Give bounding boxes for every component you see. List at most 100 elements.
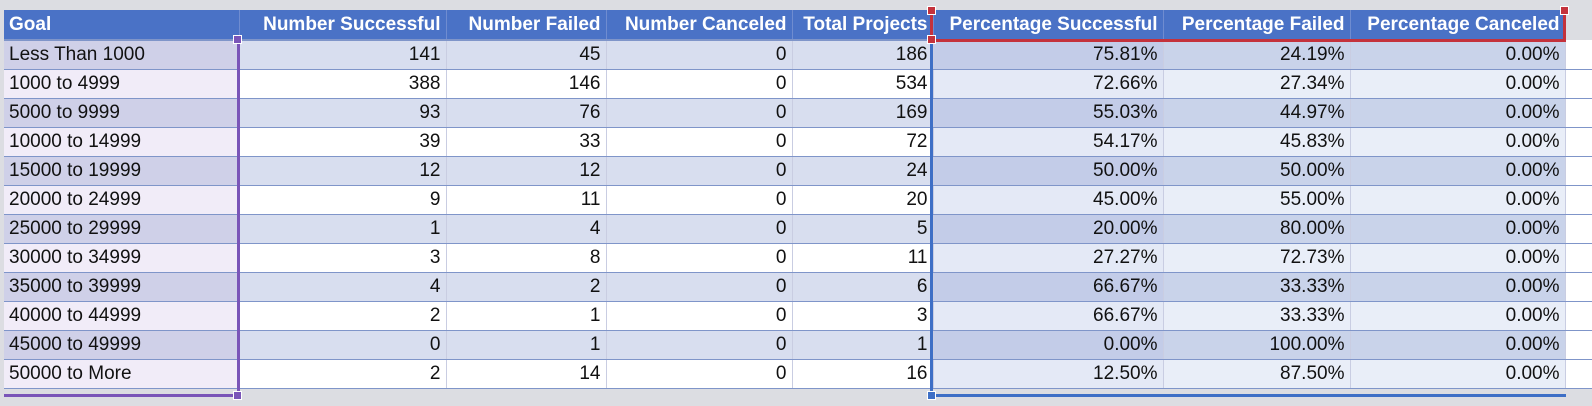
percentage-failed-cell[interactable]: 24.19% — [1163, 40, 1351, 70]
number-successful-cell[interactable]: 141 — [239, 40, 447, 70]
number-failed-cell[interactable]: 2 — [446, 272, 607, 302]
percentage-successful-cell[interactable]: 12.50% — [933, 359, 1164, 389]
goal-cell[interactable]: 45000 to 49999 — [4, 330, 240, 360]
number-canceled-cell[interactable]: 0 — [606, 127, 793, 157]
number-successful-cell[interactable]: 3 — [239, 243, 447, 273]
total-projects-cell[interactable]: 6 — [792, 272, 934, 302]
empty-cell[interactable] — [1565, 243, 1592, 273]
percentage-canceled-cell[interactable]: 0.00% — [1350, 40, 1566, 70]
number-canceled-cell[interactable]: 0 — [606, 185, 793, 215]
number-successful-cell[interactable]: 1 — [239, 214, 447, 244]
number-failed-cell[interactable]: 146 — [446, 69, 607, 99]
number-canceled-cell[interactable]: 0 — [606, 359, 793, 389]
header-empty-cell[interactable] — [1565, 10, 1592, 40]
header-number-successful[interactable]: Number Successful — [239, 10, 447, 41]
header-number-canceled[interactable]: Number Canceled — [606, 10, 793, 41]
goal-cell[interactable]: 15000 to 19999 — [4, 156, 240, 186]
header-percentage-canceled[interactable]: Percentage Canceled — [1350, 10, 1566, 41]
number-successful-cell[interactable]: 93 — [239, 98, 447, 128]
goal-cell[interactable]: 30000 to 34999 — [4, 243, 240, 273]
goal-cell[interactable]: 35000 to 39999 — [4, 272, 240, 302]
total-projects-cell[interactable]: 24 — [792, 156, 934, 186]
total-projects-cell[interactable]: 534 — [792, 69, 934, 99]
empty-cell[interactable] — [1565, 272, 1592, 302]
number-successful-cell[interactable]: 12 — [239, 156, 447, 186]
empty-cell[interactable] — [1565, 156, 1592, 186]
percentage-successful-cell[interactable]: 45.00% — [933, 185, 1164, 215]
goal-cell[interactable]: 25000 to 29999 — [4, 214, 240, 244]
number-failed-cell[interactable]: 8 — [446, 243, 607, 273]
number-failed-cell[interactable]: 4 — [446, 214, 607, 244]
number-failed-cell[interactable]: 1 — [446, 330, 607, 360]
goal-selection-handle-bottom[interactable] — [233, 391, 242, 400]
percentage-canceled-cell[interactable]: 0.00% — [1350, 301, 1566, 331]
percentage-failed-cell[interactable]: 100.00% — [1163, 330, 1351, 360]
number-successful-cell[interactable]: 39 — [239, 127, 447, 157]
number-canceled-cell[interactable]: 0 — [606, 301, 793, 331]
number-canceled-cell[interactable]: 0 — [606, 40, 793, 70]
number-failed-cell[interactable]: 33 — [446, 127, 607, 157]
goal-cell[interactable]: 20000 to 24999 — [4, 185, 240, 215]
percentage-failed-cell[interactable]: 50.00% — [1163, 156, 1351, 186]
percentage-failed-cell[interactable]: 44.97% — [1163, 98, 1351, 128]
total-projects-cell[interactable]: 186 — [792, 40, 934, 70]
number-canceled-cell[interactable]: 0 — [606, 156, 793, 186]
percentage-successful-cell[interactable]: 27.27% — [933, 243, 1164, 273]
percentage-failed-cell[interactable]: 87.50% — [1163, 359, 1351, 389]
number-canceled-cell[interactable]: 0 — [606, 69, 793, 99]
goal-selection-handle-top[interactable] — [233, 35, 242, 44]
number-successful-cell[interactable]: 2 — [239, 359, 447, 389]
percentage-canceled-cell[interactable]: 0.00% — [1350, 98, 1566, 128]
percentage-canceled-cell[interactable]: 0.00% — [1350, 69, 1566, 99]
header-total-projects[interactable]: Total Projects — [792, 10, 934, 41]
empty-cell[interactable] — [1565, 98, 1592, 128]
percentage-successful-cell[interactable]: 72.66% — [933, 69, 1164, 99]
number-failed-cell[interactable]: 12 — [446, 156, 607, 186]
empty-cell[interactable] — [1565, 185, 1592, 215]
number-failed-cell[interactable]: 45 — [446, 40, 607, 70]
percentage-canceled-cell[interactable]: 0.00% — [1350, 243, 1566, 273]
number-canceled-cell[interactable]: 0 — [606, 272, 793, 302]
goal-cell[interactable]: 5000 to 9999 — [4, 98, 240, 128]
header-selection-handle-top-right[interactable] — [1560, 6, 1569, 15]
percentage-failed-cell[interactable]: 55.00% — [1163, 185, 1351, 215]
total-projects-cell[interactable]: 16 — [792, 359, 934, 389]
number-successful-cell[interactable]: 9 — [239, 185, 447, 215]
empty-cell[interactable] — [1565, 330, 1592, 360]
percentage-canceled-cell[interactable]: 0.00% — [1350, 359, 1566, 389]
percentage-canceled-cell[interactable]: 0.00% — [1350, 330, 1566, 360]
percentage-failed-cell[interactable]: 33.33% — [1163, 272, 1351, 302]
percentage-canceled-cell[interactable]: 0.00% — [1350, 214, 1566, 244]
percentage-successful-cell[interactable]: 66.67% — [933, 301, 1164, 331]
header-selection-handle-top-left[interactable] — [927, 6, 936, 15]
total-projects-cell[interactable]: 72 — [792, 127, 934, 157]
goal-cell[interactable]: 40000 to 44999 — [4, 301, 240, 331]
percentage-failed-cell[interactable]: 27.34% — [1163, 69, 1351, 99]
empty-cell[interactable] — [1565, 301, 1592, 331]
total-projects-cell[interactable]: 5 — [792, 214, 934, 244]
percentage-canceled-cell[interactable]: 0.00% — [1350, 272, 1566, 302]
number-canceled-cell[interactable]: 0 — [606, 214, 793, 244]
number-canceled-cell[interactable]: 0 — [606, 243, 793, 273]
number-successful-cell[interactable]: 0 — [239, 330, 447, 360]
goal-cell[interactable]: Less Than 1000 — [4, 40, 240, 70]
number-successful-cell[interactable]: 2 — [239, 301, 447, 331]
number-failed-cell[interactable]: 76 — [446, 98, 607, 128]
data-selection-handle-bottom[interactable] — [927, 391, 936, 400]
header-number-failed[interactable]: Number Failed — [446, 10, 607, 41]
percentage-successful-cell[interactable]: 55.03% — [933, 98, 1164, 128]
empty-cell[interactable] — [1565, 214, 1592, 244]
header-percentage-successful[interactable]: Percentage Successful — [933, 10, 1164, 41]
percentage-successful-cell[interactable]: 54.17% — [933, 127, 1164, 157]
percentage-canceled-cell[interactable]: 0.00% — [1350, 156, 1566, 186]
percentage-failed-cell[interactable]: 72.73% — [1163, 243, 1351, 273]
header-percentage-failed[interactable]: Percentage Failed — [1163, 10, 1351, 41]
number-canceled-cell[interactable]: 0 — [606, 98, 793, 128]
percentage-successful-cell[interactable]: 50.00% — [933, 156, 1164, 186]
empty-cell[interactable] — [1565, 69, 1592, 99]
number-failed-cell[interactable]: 1 — [446, 301, 607, 331]
goal-cell[interactable]: 10000 to 14999 — [4, 127, 240, 157]
percentage-failed-cell[interactable]: 33.33% — [1163, 301, 1351, 331]
percentage-successful-cell[interactable]: 20.00% — [933, 214, 1164, 244]
empty-cell[interactable] — [1565, 359, 1592, 389]
